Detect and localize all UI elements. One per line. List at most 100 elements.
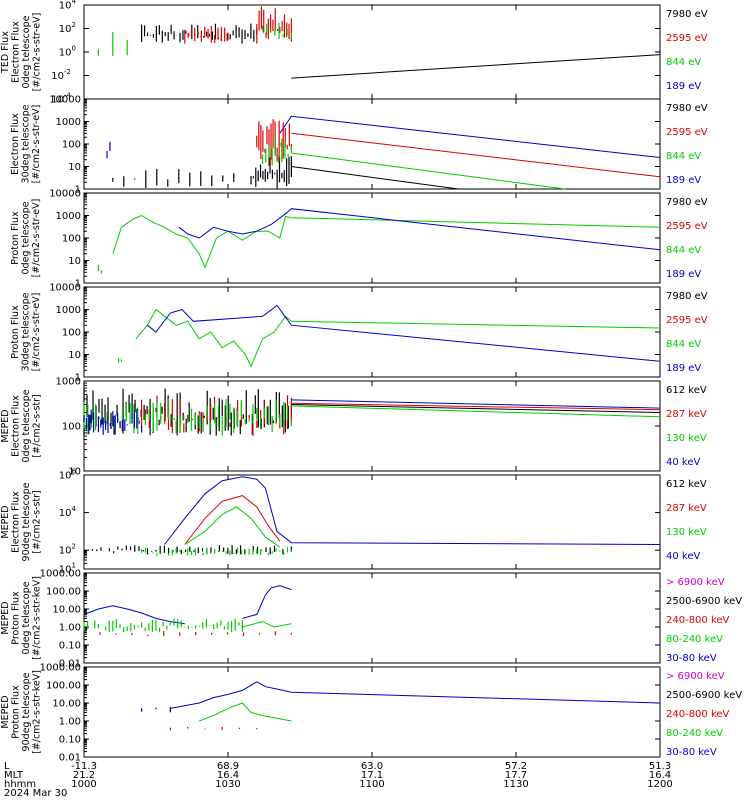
panel-ted-p-30: 10000 1000 100 10 1 Proton Flux30deg telescop… xyxy=(10,283,708,384)
y-tick-label: 100 xyxy=(62,422,81,433)
series-line xyxy=(199,702,292,722)
y-tick-label: 0.10 xyxy=(59,641,81,652)
x-tick-label: 63.0 xyxy=(361,761,383,772)
legend-entry: 130 keV xyxy=(666,433,707,444)
x-tick-label: -11.3 xyxy=(71,761,97,772)
legend-entry: 612 keV xyxy=(666,479,707,490)
y-tick-label: 1.00 xyxy=(59,717,81,728)
legend-entry: 80-240 keV xyxy=(666,728,723,739)
legend-entry: 2500-6900 keV xyxy=(666,596,742,607)
y-tick-label: 10.00 xyxy=(52,699,81,710)
series-line xyxy=(112,214,661,269)
legend-entry: 7980 eV xyxy=(666,103,708,114)
legend-entry: 130 keV xyxy=(666,527,707,538)
y-tick-label: 1.00 xyxy=(59,623,81,634)
y-tick-label: 1000.00 xyxy=(40,663,81,674)
legend-entry: 240-800 keV xyxy=(666,709,730,720)
y-tick-label: 104 xyxy=(59,0,77,12)
legend-entry: 844 eV xyxy=(666,245,701,256)
y-tick-label: 1000 xyxy=(56,211,81,222)
series-line xyxy=(184,495,281,545)
x-tick-label: 16.4 xyxy=(649,770,671,781)
y-axis-label: MEPEDElectron Flux0deg telescope[#/cm2-s… xyxy=(0,389,43,462)
y-tick-label: 10000 xyxy=(49,95,81,106)
legend-entry: > 6900 keV xyxy=(666,671,725,682)
y-tick-label: 1 xyxy=(75,373,81,384)
y-tick-label: 1000 xyxy=(56,377,81,388)
y-tick-label: 1 xyxy=(75,185,81,196)
y-axis-label: MEPEDProton Flux90deg telescope[#/cm2-s-… xyxy=(0,670,43,754)
legend-entry: 844 eV xyxy=(666,151,701,162)
y-axis-label: Electron Flux30deg telescope[#/cm2-s-str… xyxy=(10,104,42,183)
legend-entry: 2595 eV xyxy=(666,127,708,138)
y-axis-label: Proton Flux0deg telescope[#/cm2-s-str-eV… xyxy=(10,199,42,278)
legend-entry: 844 eV xyxy=(666,339,701,350)
x-tick-label: 1200 xyxy=(647,779,672,790)
legend-entry: 189 eV xyxy=(666,175,701,186)
y-tick-label: 1000.00 xyxy=(40,569,81,580)
series-line xyxy=(184,506,281,548)
y-tick-label: 0.10 xyxy=(59,735,81,746)
y-tick-label: 100.00 xyxy=(46,681,81,692)
series-line xyxy=(135,308,661,368)
y-axis-label: MEPEDProton Flux0deg telescope[#/cm2-s-s… xyxy=(0,576,43,660)
legend-entry: 2500-6900 keV xyxy=(666,690,742,701)
y-axis-label: MEPEDElectron Flux90deg telescope[#/cm2-… xyxy=(0,482,43,561)
legend-entry: 240-800 keV xyxy=(666,615,730,626)
series-line xyxy=(147,304,661,362)
y-tick-label: 1000 xyxy=(56,117,81,128)
x-tick-label: 16.4 xyxy=(217,770,239,781)
x-date-label: 2024 Mar 30 xyxy=(4,788,67,799)
y-tick-label: 1000 xyxy=(56,305,81,316)
x-tick-label: 17.1 xyxy=(361,770,383,781)
legend-entry: 2595 eV xyxy=(666,315,708,326)
x-tick-label: 17.7 xyxy=(505,770,527,781)
series-line xyxy=(291,152,566,190)
y-tick-label: 100 xyxy=(62,140,81,151)
x-tick-label: 51.3 xyxy=(649,761,671,772)
y-tick-label: 0.01 xyxy=(59,753,81,764)
y-tick-label: 10000 xyxy=(49,189,81,200)
x-tick-label: 1130 xyxy=(503,779,528,790)
y-tick-label: 10000 xyxy=(49,283,81,294)
legend-entry: 80-240 keV xyxy=(666,634,723,645)
legend-entry: 844 eV xyxy=(666,57,701,68)
series-line xyxy=(291,132,661,178)
legend-entry: 30-80 keV xyxy=(666,653,717,664)
series-line xyxy=(170,681,661,709)
legend-entry: 7980 eV xyxy=(666,9,708,20)
legend-entry: 7980 eV xyxy=(666,291,708,302)
series-line xyxy=(164,476,661,545)
series-line xyxy=(291,402,661,411)
panel-meped-p-0: 1000.00 100.00 10.00 1.00 0.10 0.01 MEPEDProto… xyxy=(0,569,742,670)
panel-ted-e-30: 10000 1000 100 10 1 Electron Flux30deg telesc… xyxy=(10,95,708,196)
y-tick-label: 1 xyxy=(75,279,81,290)
series-line xyxy=(291,166,459,190)
y-axis-label: Proton Flux30deg telescope[#/cm2-s-str-e… xyxy=(10,292,42,371)
x-row-label-2: hhmm xyxy=(4,779,36,790)
legend-entry: 189 eV xyxy=(666,269,701,280)
y-tick-label: 100.00 xyxy=(46,587,81,598)
series-line xyxy=(178,208,661,251)
series-line xyxy=(242,621,292,628)
legend-entry: 612 keV xyxy=(666,385,707,396)
x-row-label-1: MLT xyxy=(4,770,24,781)
legend-entry: 287 keV xyxy=(666,503,707,514)
x-tick-label: 1030 xyxy=(215,779,240,790)
panel-meped-e-0: 1000 100 10 MEPEDElectron Flux0deg telescop… xyxy=(0,377,707,478)
legend-entry: 2595 eV xyxy=(666,221,708,232)
series-line xyxy=(291,399,661,409)
y-tick-label: 10 xyxy=(68,350,81,361)
series-line xyxy=(279,115,661,158)
legend-entry: 189 eV xyxy=(666,81,701,92)
x-tick-label: 1100 xyxy=(359,779,384,790)
y-tick-label: 10 xyxy=(68,467,81,478)
legend-entry: 287 keV xyxy=(666,409,707,420)
legend-entry: 189 eV xyxy=(666,363,701,374)
x-tick-label: 68.9 xyxy=(217,761,239,772)
legend-entry: 7980 eV xyxy=(666,197,708,208)
y-tick-label: 100 xyxy=(62,234,81,245)
y-tick-label: 10 xyxy=(68,256,81,267)
